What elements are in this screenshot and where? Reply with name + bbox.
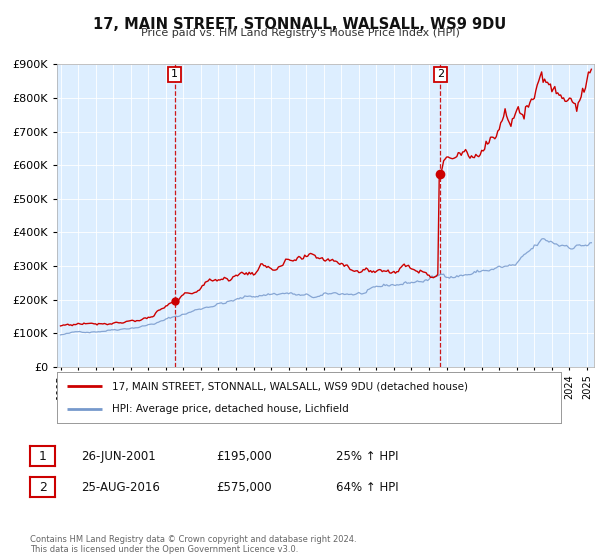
Text: 2: 2 [38, 480, 47, 494]
Text: Price paid vs. HM Land Registry's House Price Index (HPI): Price paid vs. HM Land Registry's House … [140, 28, 460, 38]
Text: Contains HM Land Registry data © Crown copyright and database right 2024.
This d: Contains HM Land Registry data © Crown c… [30, 535, 356, 554]
Text: 1: 1 [171, 69, 178, 80]
Text: 1: 1 [38, 450, 47, 463]
Text: 64% ↑ HPI: 64% ↑ HPI [336, 480, 398, 494]
Text: 17, MAIN STREET, STONNALL, WALSALL, WS9 9DU: 17, MAIN STREET, STONNALL, WALSALL, WS9 … [94, 17, 506, 32]
Text: 26-JUN-2001: 26-JUN-2001 [81, 450, 156, 463]
Text: HPI: Average price, detached house, Lichfield: HPI: Average price, detached house, Lich… [112, 404, 349, 414]
Text: 25-AUG-2016: 25-AUG-2016 [81, 480, 160, 494]
Text: 25% ↑ HPI: 25% ↑ HPI [336, 450, 398, 463]
Text: £575,000: £575,000 [216, 480, 272, 494]
Text: £195,000: £195,000 [216, 450, 272, 463]
Text: 2: 2 [437, 69, 444, 80]
Text: 17, MAIN STREET, STONNALL, WALSALL, WS9 9DU (detached house): 17, MAIN STREET, STONNALL, WALSALL, WS9 … [112, 381, 469, 391]
